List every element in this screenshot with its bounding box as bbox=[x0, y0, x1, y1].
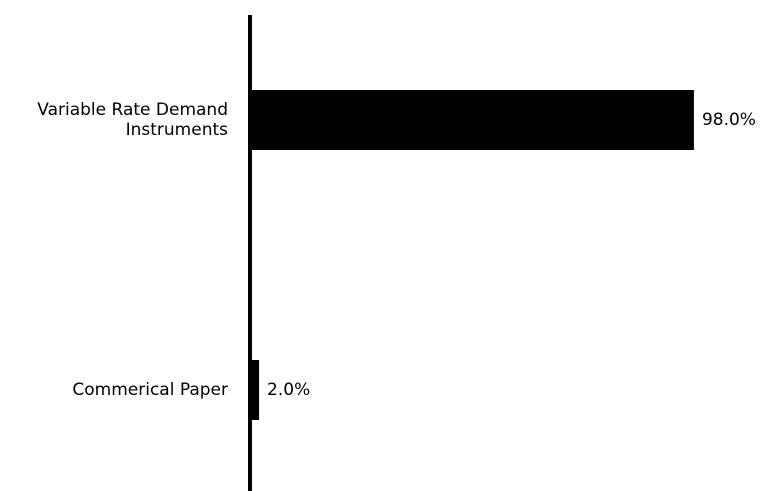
category-label-0-line-0: Variable Rate Demand bbox=[37, 100, 228, 120]
data-labels-group: 98.0% 2.0% bbox=[267, 110, 756, 400]
bar-1 bbox=[250, 360, 260, 420]
data-label-0: 98.0% bbox=[702, 110, 756, 130]
category-label-1-line-0: Commerical Paper bbox=[72, 380, 228, 400]
bars-group bbox=[250, 90, 694, 420]
category-label-0-line-1: Instruments bbox=[126, 120, 229, 140]
bar-0 bbox=[250, 90, 694, 150]
data-label-1: 2.0% bbox=[267, 380, 310, 400]
